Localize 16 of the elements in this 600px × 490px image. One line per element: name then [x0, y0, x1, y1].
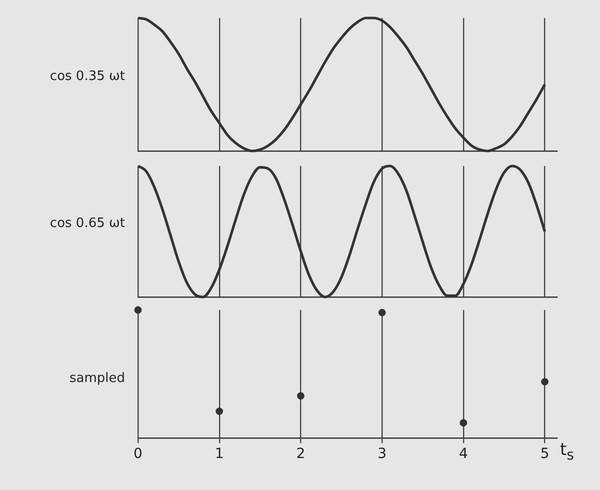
x-axis-title: t$_{s}$	[560, 440, 574, 464]
x-tick-label: 1	[214, 446, 224, 462]
point	[460, 419, 468, 427]
point	[541, 378, 548, 386]
point	[216, 408, 224, 415]
x-tick-label: 4	[458, 446, 468, 462]
y-axis-title: cos 0.35 ωt	[48, 69, 125, 84]
x-tick-label: 3	[378, 446, 387, 462]
y-axis-title: sampled	[68, 371, 125, 386]
x-tick-label: 2	[296, 446, 306, 462]
point	[134, 306, 142, 314]
y-axis-title: cos 0.65 ωt	[48, 216, 125, 231]
point	[297, 392, 304, 400]
point	[378, 308, 386, 316]
x-tick-label: 5	[540, 446, 550, 462]
x-tick-label: 0	[134, 446, 142, 462]
